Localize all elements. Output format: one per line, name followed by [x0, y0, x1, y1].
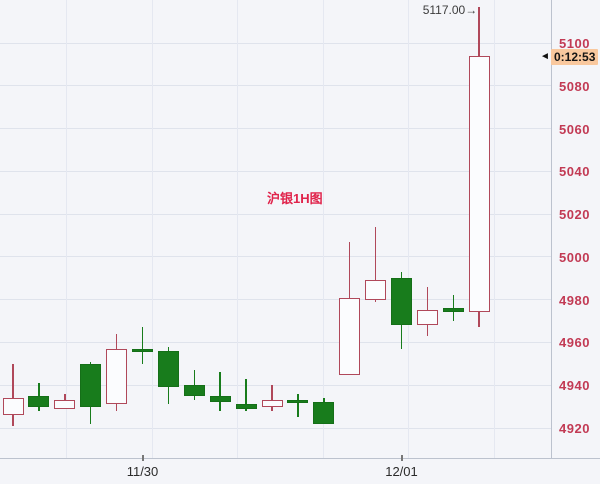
candle-body: [183, 385, 205, 396]
candle-body: [80, 363, 102, 407]
y-axis-tick-label: 5080: [559, 78, 590, 94]
y-axis-tick-label: 5000: [559, 249, 590, 265]
y-axis-tick-label: 5020: [559, 207, 590, 223]
x-axis-tick-label: 12/01: [385, 464, 418, 479]
candle-wick: [271, 385, 273, 411]
candle-body: [468, 55, 490, 313]
x-axis-tick: [142, 455, 144, 461]
candle-body: [261, 400, 283, 407]
candle-wick: [141, 327, 144, 364]
y-axis-line: [551, 0, 552, 458]
time-gridline: [494, 0, 495, 458]
price-gridline: [0, 213, 551, 215]
y-axis-tick-label: 4980: [559, 292, 590, 308]
y-axis-tick-label: 4940: [559, 378, 590, 394]
candle-body: [28, 395, 50, 407]
candle-wick: [12, 363, 14, 426]
y-axis-tick-label: 5040: [559, 164, 590, 180]
candle-body: [391, 278, 412, 326]
chart-canvas[interactable]: 沪银1H图 5117.00→: [0, 0, 551, 458]
candle-body: [442, 308, 464, 313]
current-price-arrow-icon: ◄: [540, 51, 550, 62]
high-price-annotation: 5117.00→: [422, 3, 478, 17]
candle-body: [209, 395, 231, 403]
x-axis-tick-label: 11/30: [126, 464, 159, 479]
x-axis-line: [0, 458, 600, 459]
candle-body: [313, 402, 335, 424]
candle-body: [235, 404, 257, 409]
time-gridline: [237, 0, 238, 458]
time-gridline: [408, 0, 409, 458]
candle-wick: [245, 378, 247, 411]
candle-body: [416, 310, 438, 326]
price-gridline: [0, 384, 551, 386]
candle-body: [157, 351, 179, 388]
candle-body: [339, 297, 361, 375]
time-gridline: [152, 0, 153, 458]
price-gridline: [0, 256, 551, 258]
price-gridline: [0, 42, 551, 44]
y-axis-tick-label: 4960: [559, 335, 590, 351]
candle-body: [2, 398, 24, 416]
candle-wick: [297, 393, 299, 418]
candle-wick: [374, 226, 377, 302]
price-gridline: [0, 85, 551, 87]
candle-body: [54, 400, 76, 409]
time-gridline: [323, 0, 324, 458]
y-axis-tick-label: 5060: [559, 121, 590, 137]
candle-wick: [219, 372, 221, 411]
price-gridline: [0, 170, 551, 172]
y-axis-tick-label: 5100: [559, 36, 590, 51]
bar-countdown-badge: 0:12:53: [551, 49, 599, 65]
instrument-title-label: 沪银1H图: [267, 191, 323, 206]
candle-body: [365, 280, 387, 300]
time-gridline: [66, 0, 67, 458]
price-gridline: [0, 427, 551, 429]
candle-body: [106, 348, 128, 405]
y-axis-tick-label: 4920: [559, 421, 590, 436]
price-gridline: [0, 299, 551, 301]
candle-body: [132, 348, 153, 352]
price-gridline: [0, 341, 551, 343]
x-axis-tick: [401, 455, 403, 461]
price-gridline: [0, 128, 551, 130]
candle-body: [287, 400, 309, 404]
candle-wick: [452, 295, 455, 322]
